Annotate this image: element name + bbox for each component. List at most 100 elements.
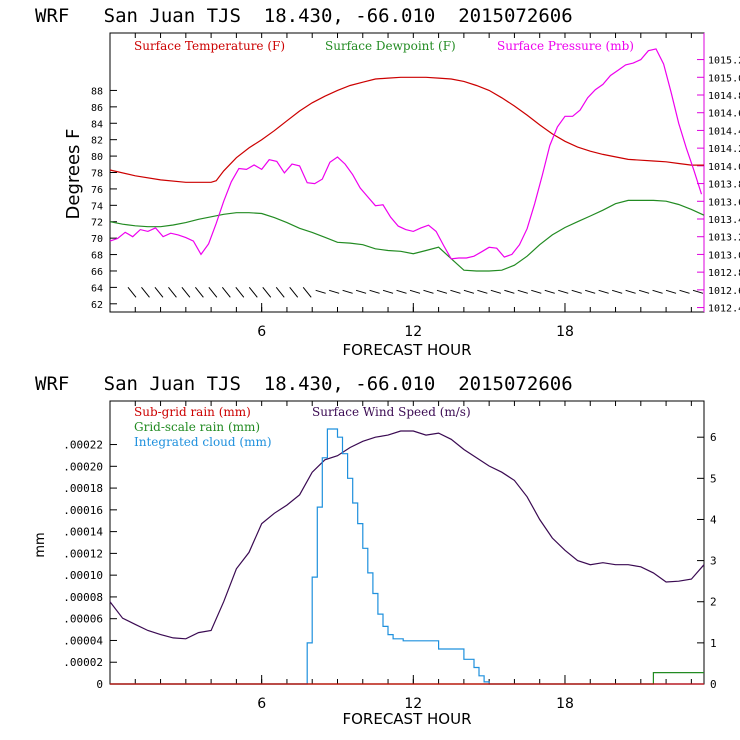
bottom-y2-tick-label: 5 (710, 472, 717, 485)
top-y2-tick-label: 1014.8 (708, 91, 740, 102)
top-series (109, 48, 705, 272)
top-y2-tick-label: 1015.2 (708, 56, 740, 67)
bottom-x-ticks: 6 12 18 (257, 675, 574, 712)
bottom-y-tick-label: 0 (96, 678, 103, 691)
top-y-tick-label: 88 (91, 86, 103, 97)
bottom-y-ticks: .00022 .00020 .00018 .00016 .00014 .00012 .000… (63, 439, 117, 691)
wind-barb (154, 286, 164, 298)
wind-barb (652, 289, 663, 294)
bottom-y-tick-label: .00018 (63, 482, 103, 495)
wind-barb (638, 289, 650, 294)
bottom-y2-tick-label: 2 (710, 596, 717, 609)
legend-surface-temperature: Surface Temperature (F) (134, 39, 285, 53)
wind-barb (504, 289, 515, 294)
wind-barb (221, 286, 231, 298)
top-y-tick-label: 68 (91, 251, 103, 262)
top-y-tick-label: 74 (91, 201, 103, 212)
wind-barb (585, 289, 596, 294)
top-y2-tick-label: 1013.4 (708, 215, 740, 226)
bottom-y2-tick-label: 6 (710, 431, 717, 444)
bottom-y-tick-label: .00006 (63, 613, 103, 626)
bottom-y2-tick-label: 1 (710, 637, 717, 650)
grid-scale-rain-line (110, 672, 704, 685)
wind-barb (436, 289, 448, 294)
top-y2-ticks: 1012.4 1012.6 1012.8 1013.0 1013.2 1013.4 1013… (697, 56, 740, 315)
wind-barb (477, 289, 488, 294)
top-y2-tick-label: 1012.4 (708, 304, 740, 315)
legend-sub-grid-rain: Sub-grid rain (mm) (134, 405, 251, 419)
wind-barb (328, 289, 340, 294)
wind-speed-line (109, 430, 705, 640)
top-y-tick-label: 64 (91, 283, 103, 294)
top-x-ticks: 6 12 18 (257, 303, 574, 340)
top-chart-title: WRF San Juan TJS 18.430, -66.010 2015072… (35, 5, 573, 27)
top-x-tick-label: 18 (556, 324, 574, 340)
wind-barb (248, 286, 258, 298)
top-y-ticks: 62 64 66 68 70 72 74 76 78 80 82 84 86 88 (91, 86, 117, 311)
wind-barb (692, 289, 704, 294)
top-y-axis-label: Degrees F (63, 129, 84, 220)
wind-barb (517, 289, 528, 294)
wind-barb (315, 289, 326, 294)
wind-barb (275, 286, 285, 298)
bottom-y2-tick-label: 3 (710, 555, 717, 568)
temperature-line (109, 76, 704, 183)
wind-barb (355, 289, 367, 294)
top-y-tick-label: 76 (91, 185, 103, 196)
bottom-y2-ticks: 6 5 4 3 2 1 0 (697, 431, 717, 691)
wind-barb (194, 286, 204, 298)
wind-barb (302, 286, 312, 298)
top-x-tick-label: 6 (257, 324, 266, 340)
bottom-y-tick-label: .00016 (63, 504, 103, 517)
bottom-y-tick-label: .00002 (63, 656, 103, 669)
top-y2-tick-label: 1015.0 (708, 73, 740, 84)
bottom-y-tick-label: .00004 (63, 634, 103, 647)
wind-barb (544, 289, 555, 294)
wind-barb (127, 286, 137, 298)
integrated-cloud-line (110, 428, 704, 685)
wind-barb (369, 289, 380, 294)
bottom-chart-title: WRF San Juan TJS 18.430, -66.010 2015072… (35, 373, 573, 395)
bottom-x-tick-label: 6 (257, 696, 266, 712)
legend-surface-dewpoint: Surface Dewpoint (F) (325, 39, 456, 53)
top-wind-barbs (127, 286, 704, 298)
bottom-x-tick-label: 12 (404, 696, 422, 712)
wind-barb (168, 286, 177, 298)
top-x-tick-label: 12 (404, 324, 422, 340)
bottom-y-tick-label: .00008 (63, 591, 103, 604)
top-y-tick-label: 80 (91, 152, 103, 163)
top-plot-frame (109, 32, 705, 313)
dewpoint-line (109, 199, 705, 272)
wind-barb (450, 289, 461, 294)
wind-barb (235, 286, 245, 298)
wind-barb (531, 289, 542, 294)
wind-barb (181, 286, 191, 298)
bottom-series (109, 428, 705, 685)
wind-barb (490, 289, 502, 294)
top-y-tick-label: 84 (91, 119, 103, 130)
top-y-tick-label: 72 (91, 218, 103, 229)
wind-barb (558, 289, 569, 294)
wind-barb (208, 286, 218, 298)
top-y2-tick-label: 1012.6 (708, 286, 740, 297)
wind-barb (342, 289, 353, 294)
wind-barb (409, 289, 421, 294)
wind-barb (625, 289, 636, 294)
bottom-y-tick-label: .00020 (63, 460, 103, 473)
wind-barb (396, 289, 407, 294)
bottom-y-tick-label: .00014 (63, 526, 103, 539)
bottom-y2-tick-label: 0 (710, 678, 717, 691)
wind-barb (571, 289, 582, 294)
legend-grid-scale-rain: Grid-scale rain (mm) (134, 420, 260, 434)
top-y2-tick-label: 1013.0 (708, 250, 740, 261)
top-y2-tick-label: 1013.6 (708, 197, 740, 208)
wind-barb (289, 286, 299, 298)
top-y2-tick-label: 1013.8 (708, 180, 740, 191)
wind-barb (382, 289, 394, 294)
top-y2-tick-label: 1013.2 (708, 233, 740, 244)
wind-barb (141, 286, 150, 298)
bottom-x-axis-label: FORECAST HOUR (342, 710, 471, 728)
top-y2-tick-label: 1014.4 (708, 126, 740, 137)
top-y-tick-label: 82 (91, 136, 103, 147)
top-y-tick-label: 66 (91, 267, 103, 278)
